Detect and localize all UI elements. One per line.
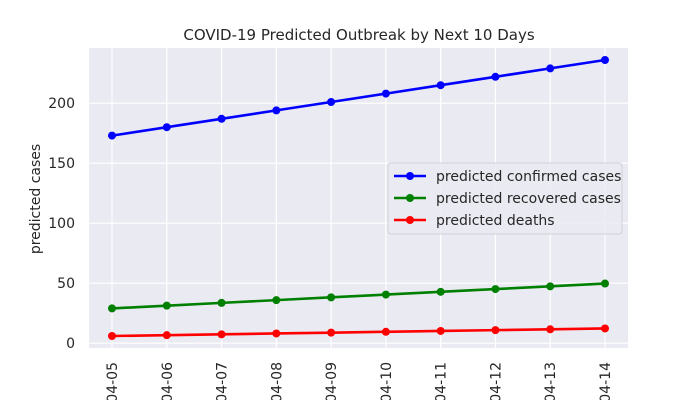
legend-swatch-marker — [406, 194, 414, 202]
data-point — [272, 329, 281, 338]
data-point — [436, 287, 445, 296]
data-point — [108, 131, 116, 140]
data-point — [546, 64, 555, 73]
data-point — [108, 304, 116, 313]
legend-swatch-marker — [406, 216, 414, 224]
data-point — [162, 301, 171, 310]
data-point — [491, 326, 500, 335]
x-tick-label: 04-06 — [160, 362, 176, 400]
series-line — [111, 282, 606, 310]
x-tick-label: 04-13 — [543, 362, 559, 400]
series-line — [111, 58, 606, 137]
data-point — [546, 282, 555, 291]
x-tick-label: 04-08 — [269, 362, 285, 400]
data-point — [162, 123, 171, 132]
data-point — [436, 326, 445, 335]
data-point — [546, 325, 555, 334]
data-point — [327, 293, 336, 302]
data-point — [327, 328, 336, 337]
data-point — [601, 56, 609, 64]
data-point — [491, 285, 500, 294]
data-point — [601, 279, 609, 288]
data-point — [381, 327, 390, 336]
data-point — [272, 296, 281, 305]
chart-title: COVID-19 Predicted Outbreak by Next 10 D… — [183, 26, 534, 44]
data-point — [272, 106, 281, 115]
x-tick-label: 04-11 — [434, 362, 450, 400]
data-point — [381, 89, 390, 98]
legend-swatch-marker — [406, 172, 414, 180]
y-tick-label: 150 — [48, 156, 75, 172]
legend-label: predicted deaths — [436, 213, 555, 229]
series-line — [111, 327, 606, 338]
x-tick-label: 04-14 — [598, 362, 614, 400]
x-tick-label: 04-12 — [488, 362, 504, 400]
data-point — [601, 324, 609, 333]
data-point — [217, 330, 226, 339]
data-point — [217, 298, 226, 307]
data-point — [108, 332, 116, 340]
data-point — [381, 290, 390, 299]
y-tick-label: 0 — [66, 336, 75, 352]
y-tick-label: 100 — [48, 216, 75, 232]
data-point — [327, 98, 336, 106]
data-point — [436, 81, 445, 90]
x-tick-label: 04-09 — [324, 362, 340, 400]
x-tick-label: 04-07 — [215, 362, 231, 400]
y-axis-label: predicted cases — [28, 144, 44, 254]
y-tick-label: 200 — [48, 96, 75, 112]
data-point — [217, 114, 226, 123]
data-point — [162, 331, 171, 340]
x-tick-label: 04-05 — [105, 362, 121, 400]
legend-box — [387, 162, 623, 235]
x-tick-label: 04-10 — [379, 362, 395, 400]
legend-label: predicted confirmed cases — [436, 169, 621, 185]
data-point — [491, 72, 500, 81]
y-tick-label: 50 — [57, 276, 75, 292]
legend-label: predicted recovered cases — [436, 191, 621, 207]
